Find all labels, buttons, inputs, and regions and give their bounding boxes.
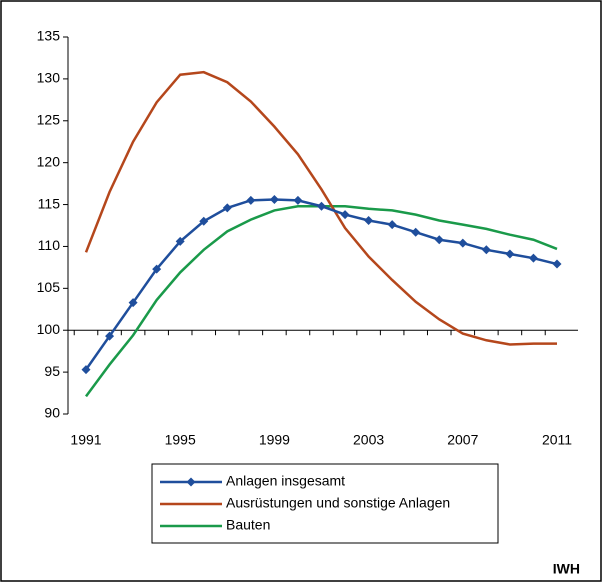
- data-point: [246, 195, 256, 205]
- data-point: [387, 220, 397, 230]
- y-tick-label: 105: [37, 279, 61, 295]
- source-label: IWH: [553, 561, 580, 577]
- x-tick-label: 2007: [447, 432, 478, 448]
- y-tick-label: 135: [37, 28, 61, 44]
- data-point: [364, 215, 374, 225]
- x-tick-label: 1991: [70, 432, 101, 448]
- data-point: [411, 227, 421, 237]
- data-point: [105, 331, 115, 341]
- y-tick-label: 115: [38, 195, 61, 211]
- data-point: [505, 249, 515, 259]
- data-point: [128, 298, 138, 308]
- y-tick-label: 120: [37, 153, 61, 169]
- data-point: [458, 238, 468, 248]
- data-point: [81, 365, 91, 375]
- legend-label: Ausrüstungen und sonstige Anlagen: [226, 495, 450, 511]
- legend-label: Bauten: [226, 517, 270, 533]
- y-tick-label: 95: [44, 363, 60, 379]
- x-tick-label: 1995: [165, 432, 196, 448]
- data-point: [340, 210, 350, 220]
- legend-label: Anlagen insgesamt: [226, 473, 345, 489]
- data-point: [152, 264, 162, 274]
- data-point: [269, 195, 279, 205]
- x-tick-label: 2003: [353, 432, 384, 448]
- series-line: [84, 70, 557, 346]
- data-point: [293, 195, 303, 205]
- data-point: [528, 253, 538, 263]
- data-point: [199, 216, 209, 226]
- data-point: [175, 236, 185, 246]
- y-tick-label: 130: [37, 70, 61, 86]
- x-tick-label: 1999: [259, 432, 290, 448]
- y-tick-label: 100: [37, 321, 61, 337]
- data-point: [434, 235, 444, 245]
- y-tick-label: 110: [38, 237, 61, 253]
- data-point: [552, 259, 562, 269]
- data-point: [481, 245, 491, 255]
- y-tick-label: 125: [37, 111, 61, 127]
- y-tick-label: 90: [44, 405, 60, 421]
- x-tick-label: 2011: [542, 432, 572, 448]
- legend-marker: [186, 477, 196, 487]
- data-point: [222, 203, 232, 213]
- data-point: [317, 201, 326, 211]
